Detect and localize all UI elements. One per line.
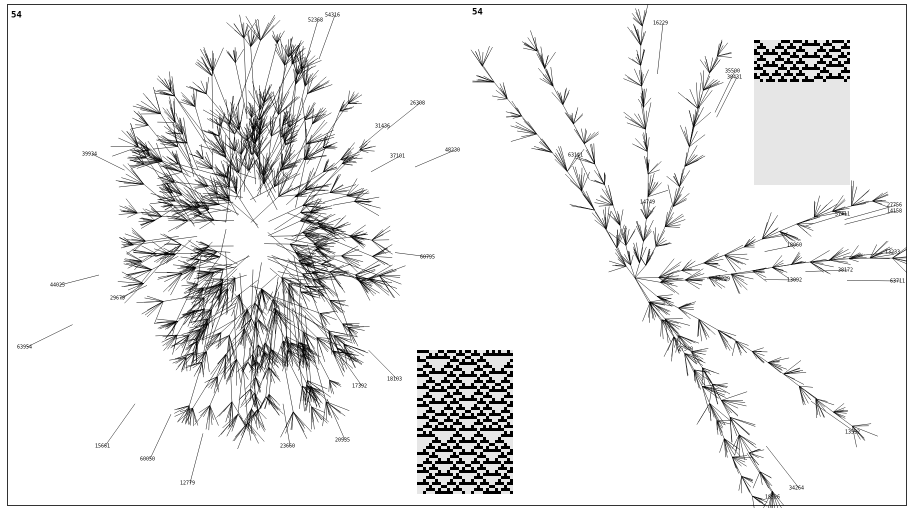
panel-title: 54 — [472, 8, 483, 18]
automaton-image — [417, 350, 513, 494]
node-label: 57411 — [835, 212, 850, 218]
panel-title: 54 — [11, 11, 22, 21]
node-label: 13592 — [845, 430, 860, 436]
node-label: 29679 — [110, 296, 125, 302]
node-label: 18060 — [787, 243, 802, 249]
automaton-image — [754, 40, 850, 185]
node-label: 16229 — [653, 21, 668, 27]
node-label: 39934 — [82, 152, 97, 158]
node-label: 54316 — [325, 13, 340, 19]
screenshot: 54 54 5431652368 26308 31436 48230 37101 6079… — [0, 0, 907, 508]
node-label: 44025 — [50, 283, 65, 289]
node-label: 34264 — [789, 486, 804, 492]
node-label: 20935 — [335, 438, 350, 444]
node-label: 48230 — [445, 148, 460, 154]
node-label: 14749 — [640, 200, 655, 206]
node-label: 37101 — [390, 154, 405, 160]
node-label: 38172 — [838, 268, 853, 274]
node-label: 12779 — [180, 481, 195, 487]
node-label: 13092 — [787, 278, 802, 284]
node-label: 63141 — [568, 153, 583, 159]
node-label: 26229 — [715, 277, 730, 283]
node-label: 13233 — [885, 250, 900, 256]
node-label: 18103 — [387, 377, 402, 383]
node-label: 52368 — [308, 18, 323, 24]
node-label: 60795 — [420, 255, 435, 261]
node-label: 23660 — [280, 444, 295, 450]
node-label: 31436 — [375, 124, 390, 130]
node-label: 63954 — [17, 345, 32, 351]
node-label: 60050 — [140, 457, 155, 463]
node-label: 14158 — [887, 209, 902, 215]
node-label: 27540 — [678, 347, 693, 353]
node-label: 17392 — [352, 384, 367, 390]
node-label: 26308 — [410, 101, 425, 107]
node-label: 63711 — [890, 279, 905, 285]
node-label: 38431 — [727, 75, 742, 81]
node-label: 15661 — [95, 444, 110, 450]
node-label: 18526 — [765, 495, 780, 501]
